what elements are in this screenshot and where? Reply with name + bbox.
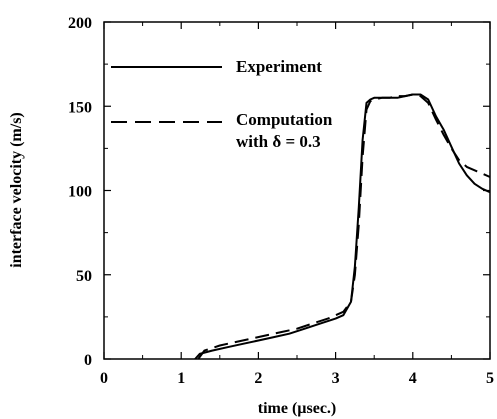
legend-label-experiment: Experiment [236,57,322,76]
y-tick-label: 50 [76,268,92,285]
axis-ticks [103,21,491,360]
y-tick-label: 200 [68,15,92,32]
y-tick-label: 150 [68,99,92,116]
x-tick-label: 3 [332,370,340,387]
legend-label-computation: with δ = 0.3 [236,132,321,151]
x-axis-label: time (µsec.) [258,400,337,417]
x-tick-label: 2 [254,370,262,387]
x-tick-label: 4 [409,370,417,387]
series-line-computation [197,93,491,360]
series-line-experiment [194,93,491,360]
y-tick-label: 0 [84,352,92,369]
x-tick-label: 1 [177,370,185,387]
legend-label-computation: Computation [236,110,333,129]
y-axis-label: interface velocity (m/s) [8,112,25,267]
x-tick-label: 5 [486,370,494,387]
y-tick-label: 100 [68,184,92,201]
x-tick-label: 0 [100,370,108,387]
series-layer [194,93,491,360]
legend: Experiment Computation with δ = 0.3 [111,57,333,151]
